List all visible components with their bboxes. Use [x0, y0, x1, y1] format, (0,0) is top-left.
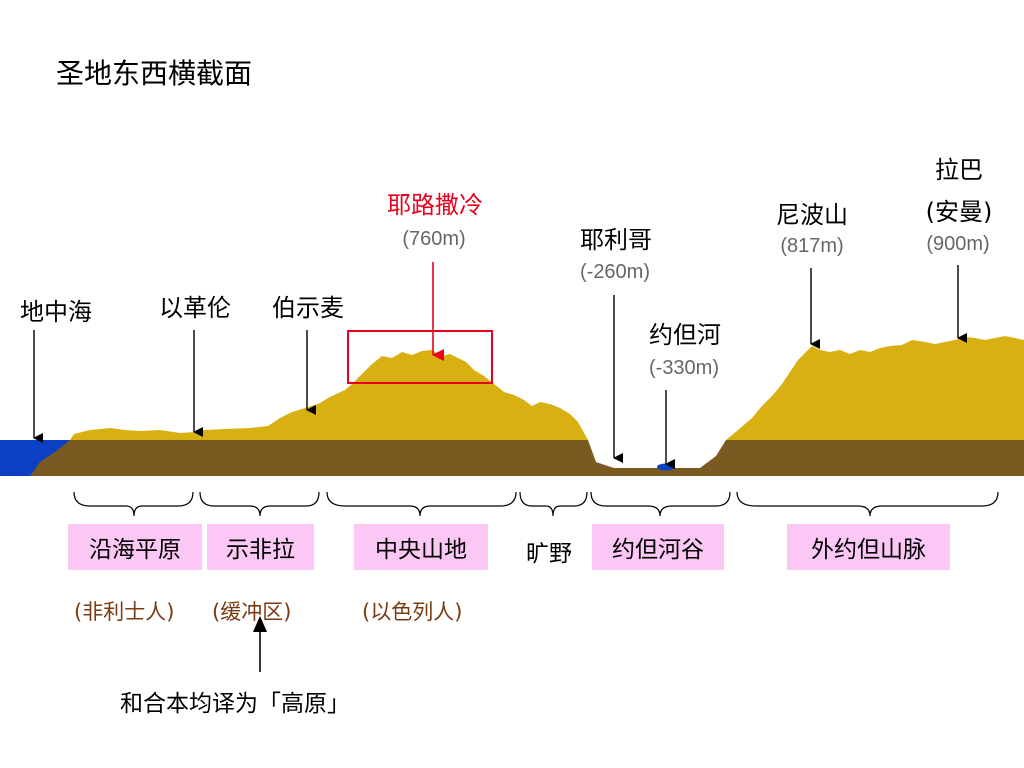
jerusalem-elevation: (760m) — [402, 228, 466, 250]
brace-transjordan — [736, 491, 999, 517]
note-arrow-head — [253, 616, 267, 632]
eglon-label: 以革伦 — [159, 294, 231, 322]
jordan-river-label: 约但河 — [649, 321, 721, 349]
israelites-label: (以色列人) — [362, 600, 463, 624]
region-braces — [73, 491, 999, 517]
buffer-label: (缓冲区) — [212, 600, 292, 624]
translation-note: 和合本均译为「高原」 — [120, 691, 350, 717]
brace-shephelah — [199, 491, 320, 517]
region-shephelah: 示非拉 — [207, 524, 314, 570]
jerusalem-highlight-box — [347, 330, 493, 384]
region-jordan-valley: 约但河谷 — [592, 524, 724, 570]
base-layer — [30, 440, 1024, 476]
terrain-profile — [70, 350, 588, 440]
bethshemesh-label: 伯示麦 — [272, 294, 344, 322]
nebo-label: 尼波山 — [776, 201, 848, 229]
page-title: 圣地东西横截面 — [56, 57, 253, 90]
jordan-river-elevation: (-330m) — [648, 357, 720, 379]
brace-jordan-valley — [590, 491, 731, 517]
region-coastal-plain: 沿海平原 — [68, 524, 202, 570]
rabbah-label: 拉巴 — [935, 156, 983, 184]
philistines-label: (非利士人) — [74, 600, 175, 624]
jericho-label: 耶利哥 — [580, 226, 652, 254]
nebo-elevation: (817m) — [780, 235, 844, 257]
jordan-river-water — [657, 463, 675, 471]
brace-central-highlands — [326, 491, 517, 517]
region-transjordan: 外约但山脉 — [787, 524, 950, 570]
region-wilderness: 旷野 — [526, 541, 572, 567]
rabbah-elevation: (900m) — [926, 233, 990, 255]
brace-coastal-plain — [73, 491, 194, 517]
rabbah-alt-label: (安曼) — [925, 198, 993, 226]
region-central-highlands: 中央山地 — [354, 524, 488, 570]
terrain-profile-east — [726, 336, 1024, 440]
jericho-elevation: (-260m) — [579, 261, 651, 283]
mediterranean-label: 地中海 — [20, 298, 92, 326]
jerusalem-label: 耶路撒冷 — [387, 191, 483, 219]
brace-wilderness — [519, 491, 588, 517]
